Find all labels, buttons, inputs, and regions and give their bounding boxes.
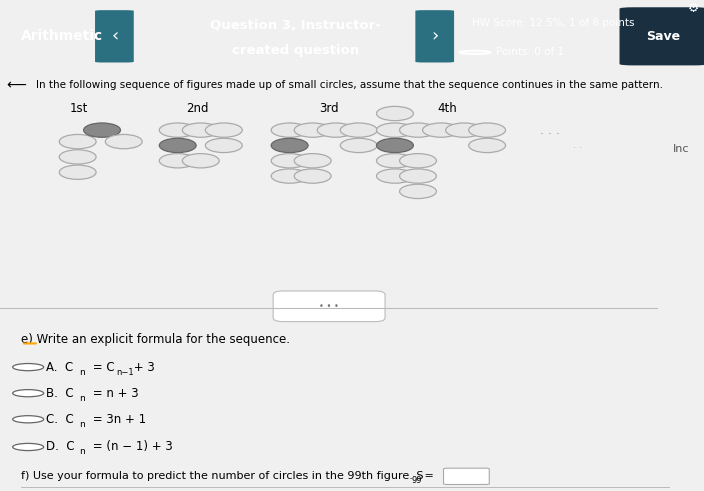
FancyBboxPatch shape [0,75,658,315]
Circle shape [271,154,308,168]
Circle shape [377,154,413,168]
Text: D.  C: D. C [46,440,75,454]
Circle shape [294,154,331,168]
Circle shape [206,123,242,137]
Text: 99: 99 [412,476,422,485]
Circle shape [377,107,413,121]
Circle shape [159,123,196,137]
Circle shape [400,169,436,183]
Text: C.  C: C. C [46,413,73,426]
Circle shape [422,123,460,137]
Text: 2nd: 2nd [187,102,208,115]
Text: n−1: n−1 [116,367,134,377]
Text: = n + 3: = n + 3 [89,387,138,400]
Text: . .: . . [572,140,582,150]
Circle shape [59,135,96,149]
Text: B.  C: B. C [46,387,73,400]
Circle shape [318,123,354,137]
FancyBboxPatch shape [95,10,134,62]
Text: HW Score: 12.5%, 1 of 8 points: HW Score: 12.5%, 1 of 8 points [472,18,634,28]
Circle shape [400,154,436,168]
Text: n: n [79,447,84,456]
Text: . . .: . . . [540,124,560,136]
Circle shape [469,123,505,137]
Circle shape [59,165,96,179]
Circle shape [59,150,96,164]
Text: ‹: ‹ [111,27,118,45]
Text: A.  C: A. C [46,360,73,374]
Circle shape [294,123,331,137]
Text: Arithmetic: Arithmetic [21,29,103,43]
Text: n: n [79,420,84,429]
Text: + 3: + 3 [130,360,155,374]
Text: =: = [421,471,434,481]
FancyBboxPatch shape [620,7,704,65]
Text: = 3n + 1: = 3n + 1 [89,413,146,426]
FancyBboxPatch shape [415,10,454,62]
Text: Points: 0 of 1: Points: 0 of 1 [496,47,565,57]
Text: ⟵: ⟵ [6,79,27,92]
Circle shape [377,169,413,183]
Text: In the following sequence of figures made up of small circles, assume that the s: In the following sequence of figures mad… [36,81,663,90]
Circle shape [13,389,44,397]
Circle shape [446,123,482,137]
Circle shape [84,123,120,137]
Circle shape [13,443,44,451]
Circle shape [13,363,44,371]
FancyBboxPatch shape [444,468,489,485]
Circle shape [159,138,196,153]
Text: n: n [79,367,84,377]
Circle shape [271,123,308,137]
Circle shape [377,138,413,153]
Circle shape [377,123,413,137]
Circle shape [206,138,242,153]
Circle shape [400,184,436,198]
Circle shape [13,416,44,423]
Circle shape [469,138,505,153]
Circle shape [340,123,377,137]
Text: • • •: • • • [319,302,339,311]
Circle shape [271,169,308,183]
Circle shape [400,123,436,137]
Text: Save: Save [646,30,680,43]
Circle shape [271,138,308,153]
Text: = (n − 1) + 3: = (n − 1) + 3 [89,440,172,454]
Circle shape [106,135,142,149]
Text: created question: created question [232,44,359,57]
Text: = C: = C [89,360,114,374]
Text: 4th: 4th [438,102,458,115]
Text: Question 3, Instructor-: Question 3, Instructor- [210,19,381,32]
Circle shape [159,154,196,168]
Text: f) Use your formula to predict the number of circles in the 99th figure. S: f) Use your formula to predict the numbe… [21,471,424,481]
Text: 1st: 1st [70,102,88,115]
Text: e) Write an explicit formula for the sequence.: e) Write an explicit formula for the seq… [21,333,290,346]
Circle shape [340,138,377,153]
Text: Inc: Inc [673,144,689,154]
FancyBboxPatch shape [273,291,385,322]
Circle shape [294,169,331,183]
Text: ⚙: ⚙ [688,2,699,15]
Text: n: n [79,394,84,403]
Circle shape [182,154,219,168]
Text: 3rd: 3rd [320,102,339,115]
Circle shape [182,123,219,137]
Text: ›: › [432,27,439,45]
